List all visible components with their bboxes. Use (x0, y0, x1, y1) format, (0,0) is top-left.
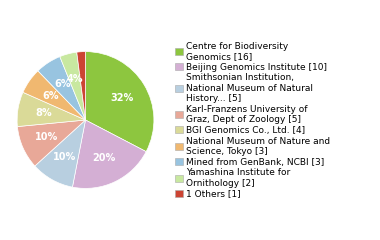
Wedge shape (23, 71, 86, 120)
Wedge shape (17, 120, 86, 166)
Wedge shape (60, 52, 86, 120)
Wedge shape (35, 120, 86, 187)
Text: 8%: 8% (35, 108, 52, 118)
Text: 20%: 20% (92, 153, 116, 163)
Legend: Centre for Biodiversity
Genomics [16], Beijing Genomics Institute [10], Smithson: Centre for Biodiversity Genomics [16], B… (174, 41, 331, 199)
Wedge shape (77, 52, 86, 120)
Wedge shape (86, 52, 154, 152)
Text: 10%: 10% (53, 152, 76, 162)
Text: 6%: 6% (54, 79, 71, 90)
Wedge shape (73, 120, 146, 188)
Wedge shape (17, 92, 85, 126)
Text: 4%: 4% (66, 74, 83, 84)
Text: 6%: 6% (43, 91, 59, 101)
Text: 32%: 32% (110, 93, 133, 103)
Wedge shape (38, 57, 86, 120)
Text: 10%: 10% (35, 132, 59, 142)
